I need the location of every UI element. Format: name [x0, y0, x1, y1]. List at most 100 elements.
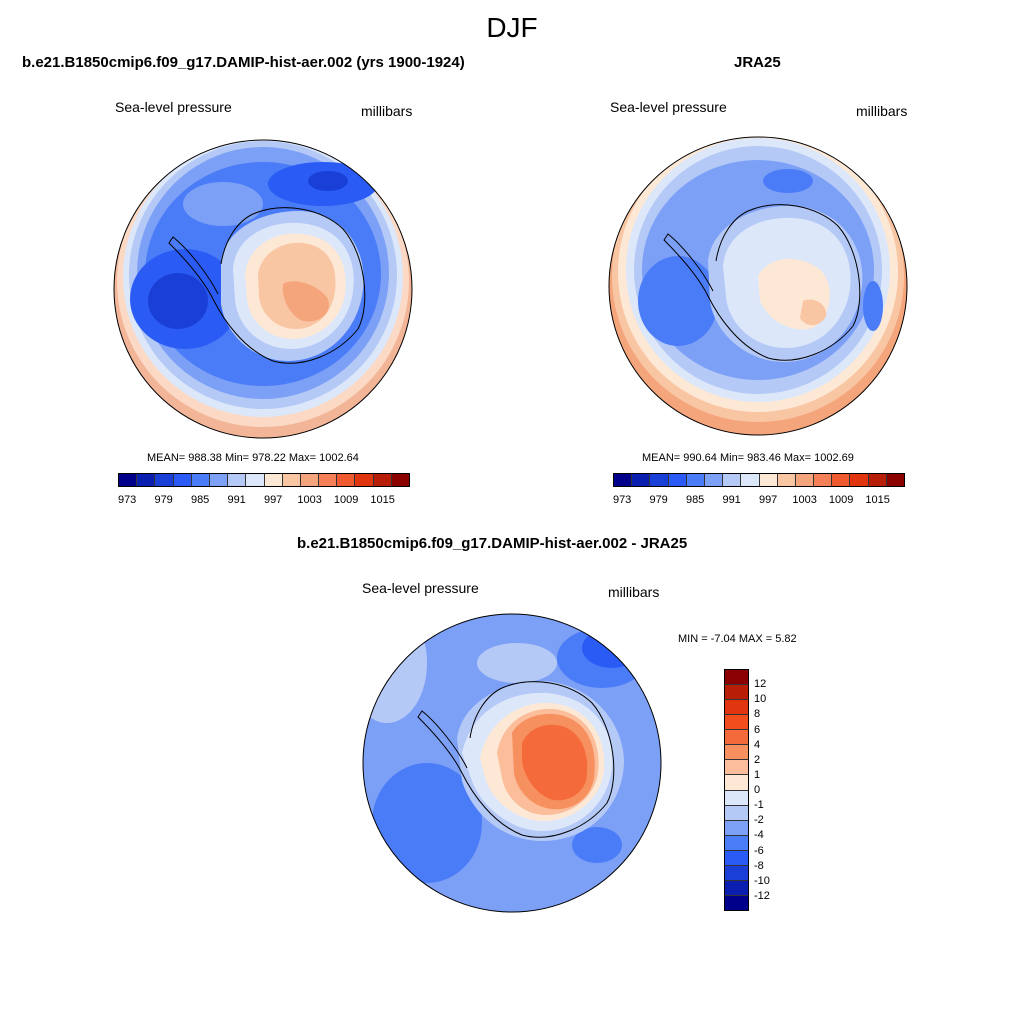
colorbar-swatch [282, 474, 301, 486]
panel-2-units-label: millibars [856, 103, 908, 119]
colorbar-tick-label: 973 [117, 494, 137, 506]
panel-3-colorbar-ticks: 12 10 8 6 4 2 1 0 -1 -2 -4 -6 -8 -10 -12 [754, 669, 794, 911]
colorbar-swatch [725, 730, 748, 746]
colorbar-swatch [723, 474, 742, 486]
panel-3-colorbar [724, 669, 749, 911]
colorbar-tick-label: 1 [754, 768, 761, 781]
colorbar-tick-label: -12 [754, 889, 770, 902]
colorbar-tick-label: 1009 [828, 494, 854, 506]
panel-2-polar-map [608, 136, 908, 436]
colorbar-tick-label: 991 [227, 494, 246, 506]
colorbar-tick-label: 997 [758, 494, 778, 506]
colorbar-tick-label: 1015 [865, 494, 890, 506]
panel-3-title: b.e21.B1850cmip6.f09_g17.DAMIP-hist-aer.… [297, 535, 688, 552]
colorbar-tick-label: 2 [754, 753, 761, 766]
colorbar-swatch [228, 474, 247, 486]
panel-1-colorbar [118, 473, 410, 487]
colorbar-tick-label: -4 [754, 829, 764, 842]
colorbar-swatch [850, 474, 869, 486]
colorbar-tick-label: 0 [754, 784, 761, 796]
panel-2-title: JRA25 [734, 54, 781, 71]
colorbar-swatch [614, 474, 633, 486]
colorbar-tick-label: 979 [154, 494, 173, 506]
colorbar-swatch [725, 790, 748, 806]
colorbar-tick-label: 1009 [333, 494, 359, 506]
colorbar-swatch [355, 474, 374, 486]
colorbar-tick-label: -2 [754, 814, 764, 827]
colorbar-tick-label: 997 [263, 494, 283, 506]
colorbar-swatch [741, 474, 760, 486]
colorbar-tick-label: 985 [190, 494, 210, 506]
panel-3-units-label: millibars [608, 584, 660, 600]
panel-3-variable-label: Sea-level pressure [362, 580, 479, 596]
panel-2-colorbar [613, 473, 905, 487]
colorbar-tick-label: 8 [754, 708, 761, 721]
panel-1-polar-map [113, 139, 413, 439]
colorbar-tick-label: 991 [722, 494, 741, 506]
panel-1-title: b.e21.B1850cmip6.f09_g17.DAMIP-hist-aer.… [22, 54, 465, 71]
colorbar-swatch [246, 474, 265, 486]
colorbar-swatch [668, 474, 687, 486]
colorbar-tick-label: 979 [649, 494, 668, 506]
colorbar-swatch [686, 474, 705, 486]
colorbar-swatch [814, 474, 833, 486]
colorbar-swatch [725, 865, 748, 881]
colorbar-tick-label: 1003 [792, 494, 817, 506]
colorbar-tick-label: 12 [754, 678, 767, 691]
colorbar-swatch [777, 474, 796, 486]
colorbar-swatch [704, 474, 724, 486]
colorbar-swatch [725, 685, 748, 701]
colorbar-swatch [725, 775, 748, 791]
colorbar-swatch [632, 474, 651, 486]
panel-2-colorbar-ticks: 973 979 985 991 997 1003 1009 1015 [613, 494, 905, 508]
colorbar-tick-label: 10 [754, 693, 767, 706]
colorbar-swatch [391, 474, 409, 486]
colorbar-tick-label: 1003 [297, 494, 322, 506]
colorbar-swatch [119, 474, 138, 486]
colorbar-swatch [725, 670, 748, 686]
colorbar-swatch [264, 474, 283, 486]
colorbar-swatch [725, 745, 748, 761]
colorbar-swatch [832, 474, 851, 486]
panel-3-polar-map [362, 613, 662, 913]
colorbar-swatch [337, 474, 356, 486]
colorbar-swatch [300, 474, 320, 486]
colorbar-swatch [725, 880, 748, 896]
colorbar-swatch [209, 474, 229, 486]
colorbar-swatch [759, 474, 778, 486]
colorbar-swatch [373, 474, 392, 486]
panel-2-stats: MEAN= 990.64 Min= 983.46 Max= 1002.69 [642, 452, 854, 464]
colorbar-tick-label: 4 [754, 738, 761, 751]
panel-3-stats: MIN = -7.04 MAX = 5.82 [678, 633, 797, 645]
panel-2-variable-label: Sea-level pressure [610, 99, 727, 115]
colorbar-swatch [155, 474, 174, 486]
colorbar-swatch [725, 715, 748, 731]
colorbar-swatch [725, 850, 748, 866]
colorbar-swatch [319, 474, 338, 486]
colorbar-swatch [886, 474, 904, 486]
colorbar-swatch [725, 700, 748, 716]
colorbar-tick-label: -10 [754, 874, 770, 887]
colorbar-tick-label: 985 [685, 494, 705, 506]
colorbar-swatch [725, 805, 748, 821]
colorbar-tick-label: -6 [754, 844, 764, 857]
colorbar-tick-label: 6 [754, 723, 761, 736]
panel-1-colorbar-ticks: 973 979 985 991 997 1003 1009 1015 [118, 494, 410, 508]
panel-1-variable-label: Sea-level pressure [115, 99, 232, 115]
colorbar-swatch [650, 474, 669, 486]
colorbar-swatch [868, 474, 887, 486]
page-title: DJF [486, 12, 538, 43]
colorbar-swatch [725, 835, 748, 851]
colorbar-swatch [725, 760, 748, 776]
colorbar-tick-label: -8 [754, 859, 764, 872]
colorbar-swatch [725, 895, 748, 910]
colorbar-swatch [725, 820, 748, 836]
colorbar-tick-label: 973 [612, 494, 632, 506]
colorbar-swatch [795, 474, 815, 486]
panel-1-stats: MEAN= 988.38 Min= 978.22 Max= 1002.64 [147, 452, 359, 464]
colorbar-swatch [137, 474, 156, 486]
colorbar-tick-label: 1015 [370, 494, 395, 506]
panel-1-units-label: millibars [361, 103, 413, 119]
colorbar-swatch [191, 474, 210, 486]
colorbar-swatch [173, 474, 192, 486]
